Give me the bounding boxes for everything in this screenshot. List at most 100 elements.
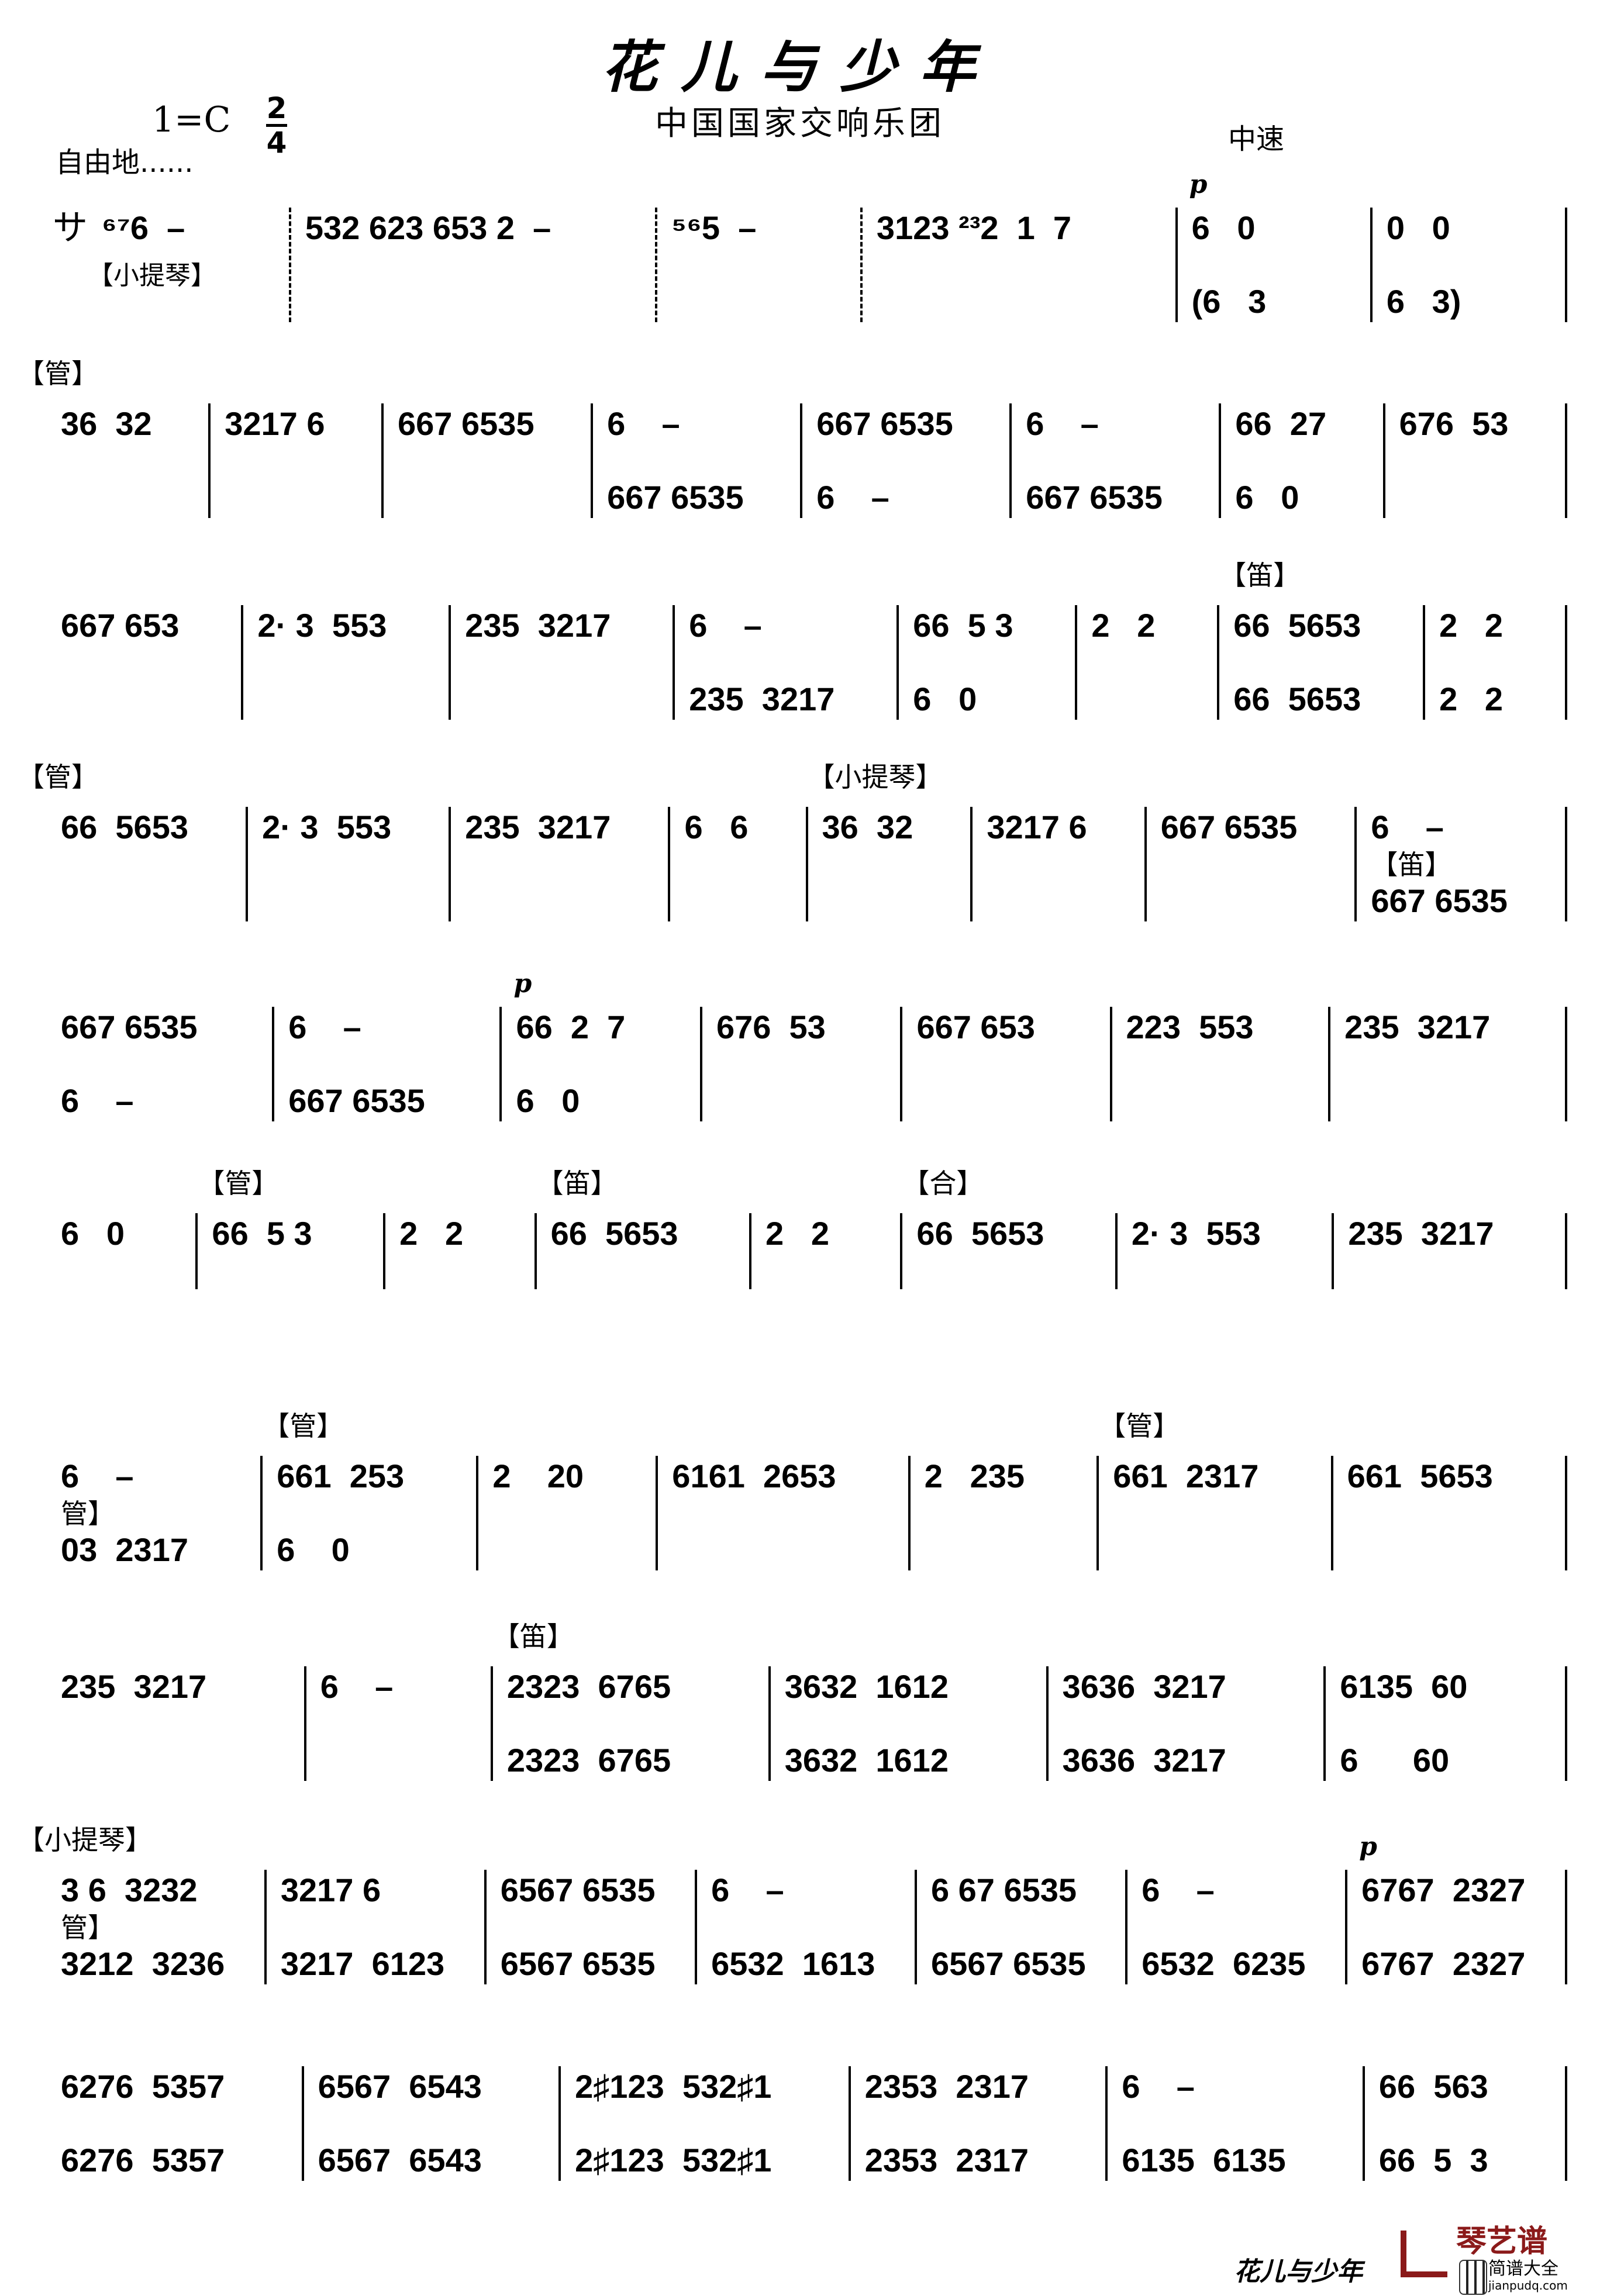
upper-voice-notes: 6135 60 bbox=[1340, 1668, 1468, 1705]
lower-voice-notes: 6532 6235 bbox=[1142, 1945, 1306, 1982]
measure: 【管】 66 5 3 bbox=[195, 1168, 383, 1289]
upper-voice-notes: 66 563 bbox=[1378, 2068, 1488, 2105]
upper-voice-notes: 2· 3 553 bbox=[1131, 1215, 1261, 1252]
upper-voice-notes: 235 3217 bbox=[465, 809, 611, 845]
measure: 【合】 66 5653 bbox=[900, 1168, 1115, 1289]
upper-voice-notes: 667 653 bbox=[61, 607, 180, 644]
measure: 6 – 667 6535 【笛】 bbox=[1354, 807, 1568, 921]
measure: 667 6535 6 – bbox=[47, 1007, 272, 1121]
instrument-label: 【笛】 bbox=[536, 1168, 618, 1199]
upper-voice-notes: 223 553 bbox=[1126, 1009, 1254, 1045]
measure: 【小提琴】 36 32 bbox=[805, 761, 971, 921]
measure: 6 – 6135 6135 bbox=[1105, 2066, 1363, 2181]
upper-voice-notes: 667 653 bbox=[916, 1009, 1035, 1045]
measure: 6 – 235 3217 bbox=[673, 605, 896, 720]
measure: 【笛】 2323 6765 2323 6765 bbox=[490, 1621, 768, 1781]
measure: 2 235 bbox=[908, 1456, 1096, 1570]
instrument-label: 【管】 bbox=[18, 761, 98, 793]
measure: 235 3217 bbox=[1328, 1007, 1567, 1121]
measure: 532 623 653 2 – bbox=[288, 208, 655, 322]
lower-voice-notes: 3212 3236 bbox=[61, 1945, 225, 1982]
measure: 235 3217 bbox=[47, 1666, 304, 1781]
measure: ⁶⁷6 – bbox=[88, 208, 289, 322]
lower-voice-notes: 66 5653 bbox=[1233, 681, 1361, 717]
measure: 3217 6 3217 6123 bbox=[264, 1870, 484, 1984]
upper-voice-notes: 3123 ²³2 1 7 bbox=[876, 209, 1072, 246]
measure-row: 3 6 3232 3212 3236 管】 3217 6 3217 6123 6567 6… bbox=[47, 1832, 1567, 1984]
measure: 6 – bbox=[304, 1666, 491, 1781]
lower-voice-notes: 667 6535 bbox=[607, 479, 744, 516]
measure: 66 5 3 6 0 bbox=[896, 605, 1075, 720]
measure: 676 53 bbox=[1382, 403, 1567, 518]
measure: 2 20 bbox=[476, 1456, 656, 1570]
upper-voice-notes: 36 32 bbox=[61, 405, 152, 442]
logo-brand: 琴艺谱 bbox=[1456, 2224, 1548, 2259]
upper-voice-notes: 3636 3217 bbox=[1062, 1668, 1226, 1705]
tempo-marking: 中速 bbox=[1228, 123, 1285, 156]
upper-voice-notes: ⁶⁷6 – bbox=[102, 209, 185, 246]
lower-voice-notes: 6276 5357 bbox=[61, 2142, 225, 2178]
lower-voice-notes: 6 60 bbox=[1340, 1742, 1450, 1779]
lower-voice-notes: 6 – bbox=[61, 1082, 134, 1119]
measure: p 6 0 (6 3 bbox=[1175, 170, 1370, 322]
measure: 3636 3217 3636 3217 bbox=[1046, 1666, 1324, 1781]
site-logo: 琴艺谱 简谱大全 jianpudq.com bbox=[1401, 2224, 1594, 2295]
measure: 6 – 6532 1613 bbox=[695, 1870, 915, 1984]
lower-voice-notes: 6 0 bbox=[913, 681, 977, 717]
measure: 2 2 bbox=[1075, 605, 1217, 720]
measure: 6 – 667 6535 bbox=[591, 403, 800, 518]
upper-voice-notes: 2323 6765 bbox=[506, 1668, 671, 1705]
upper-voice-notes: ⁵⁶5 – bbox=[671, 209, 757, 246]
measure: 661 5653 bbox=[1330, 1456, 1567, 1570]
dynamic-marking: p bbox=[513, 969, 532, 999]
upper-voice-notes: 6276 5357 bbox=[61, 2068, 225, 2105]
upper-voice-notes: 66 5 3 bbox=[212, 1215, 312, 1252]
upper-voice-notes: 6 – bbox=[1026, 405, 1099, 442]
upper-voice-notes: 6 – bbox=[607, 405, 680, 442]
upper-voice-notes: 667 6535 bbox=[61, 1009, 198, 1045]
upper-voice-notes: 6567 6535 bbox=[500, 1872, 656, 1908]
upper-voice-notes: 2353 2317 bbox=[864, 2068, 1029, 2105]
upper-voice-notes: 2 2 bbox=[399, 1215, 464, 1252]
measure: 0 0 6 3) bbox=[1370, 208, 1568, 322]
upper-voice-notes: 2 2 bbox=[1439, 607, 1504, 644]
upper-voice-notes: 6567 6543 bbox=[318, 2068, 482, 2105]
upper-voice-notes: 532 623 653 2 – bbox=[305, 209, 551, 246]
upper-voice-notes: 2· 3 553 bbox=[257, 607, 387, 644]
measure: 2353 2317 2353 2317 bbox=[848, 2066, 1106, 2181]
measure: 6567 6535 6567 6535 bbox=[484, 1870, 695, 1984]
upper-voice-notes: 2· 3 553 bbox=[262, 809, 392, 845]
meter-bottom: 4 bbox=[266, 126, 287, 160]
measure: 【管】 661 253 6 0 bbox=[260, 1410, 476, 1570]
upper-voice-notes: 6 – bbox=[320, 1668, 394, 1705]
upper-voice-notes: 661 253 bbox=[277, 1458, 405, 1494]
measure: 6 – 6532 6235 bbox=[1125, 1870, 1345, 1984]
lower-voice-notes: 6567 6543 bbox=[318, 2142, 482, 2178]
measure-row: 667 6535 6 – 6 – 667 6535 p 66 2 7 6 0 676 53 66… bbox=[47, 969, 1567, 1121]
upper-voice-notes: 667 6535 bbox=[816, 405, 953, 442]
upper-voice-notes: 235 3217 bbox=[465, 607, 611, 644]
measure: 36 32 bbox=[47, 403, 208, 518]
upper-voice-notes: 36 32 bbox=[822, 809, 913, 845]
piano-logo-icon bbox=[1401, 2231, 1447, 2277]
lower-voice-notes: 6767 2327 bbox=[1361, 1945, 1526, 1982]
lower-voice-notes: 3636 3217 bbox=[1062, 1742, 1226, 1779]
instrument-label: 【笛】 bbox=[1219, 560, 1301, 591]
upper-voice-notes: 66 5653 bbox=[1233, 607, 1361, 644]
measure: 6161 2653 bbox=[656, 1456, 908, 1570]
upper-voice-notes: 2 2 bbox=[765, 1215, 829, 1252]
upper-voice-notes: 2 235 bbox=[924, 1458, 1025, 1494]
instrument-label: 【管】 bbox=[18, 358, 98, 389]
measure: ⁵⁶5 – bbox=[654, 208, 860, 322]
measure: 2 2 2 2 bbox=[1423, 605, 1567, 720]
upper-voice-notes: 66 5653 bbox=[916, 1215, 1044, 1252]
upper-voice-notes: 667 6535 bbox=[1160, 809, 1298, 845]
upper-voice-notes: 66 27 bbox=[1235, 405, 1327, 442]
instrument-label: 管】 bbox=[61, 1912, 115, 1943]
logo-subtitle: 简谱大全 bbox=[1488, 2259, 1558, 2279]
measure-row: 66 5653 2· 3 553 235 3217 6 6 【小提琴】 36 32 3217… bbox=[47, 761, 1568, 921]
measure: 6 – 667 6535 bbox=[1009, 403, 1219, 518]
measure: 66 563 66 5 3 bbox=[1362, 2066, 1568, 2181]
measure: 2♯123 532♯1 2♯123 532♯1 bbox=[558, 2066, 849, 2181]
measure: 6567 6543 6567 6543 bbox=[301, 2066, 559, 2181]
